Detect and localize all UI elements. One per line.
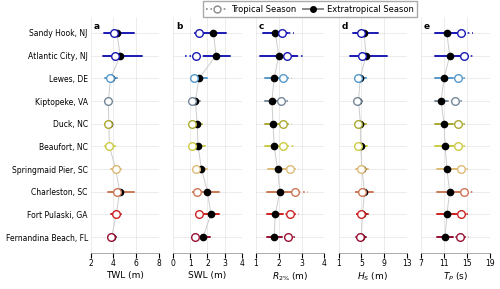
Legend: Tropical Season, Extratropical Season: Tropical Season, Extratropical Season	[203, 1, 417, 17]
X-axis label: $H_S$ (m): $H_S$ (m)	[358, 271, 388, 284]
Text: d: d	[342, 22, 347, 31]
X-axis label: SWL (m): SWL (m)	[188, 271, 226, 280]
Text: c: c	[258, 22, 264, 31]
Text: b: b	[176, 22, 182, 31]
X-axis label: TWL (m): TWL (m)	[106, 271, 144, 280]
Text: a: a	[94, 22, 100, 31]
X-axis label: $T_P$ (s): $T_P$ (s)	[442, 271, 468, 284]
Text: e: e	[424, 22, 430, 31]
X-axis label: $R_{2\%}$ (m): $R_{2\%}$ (m)	[272, 271, 308, 284]
